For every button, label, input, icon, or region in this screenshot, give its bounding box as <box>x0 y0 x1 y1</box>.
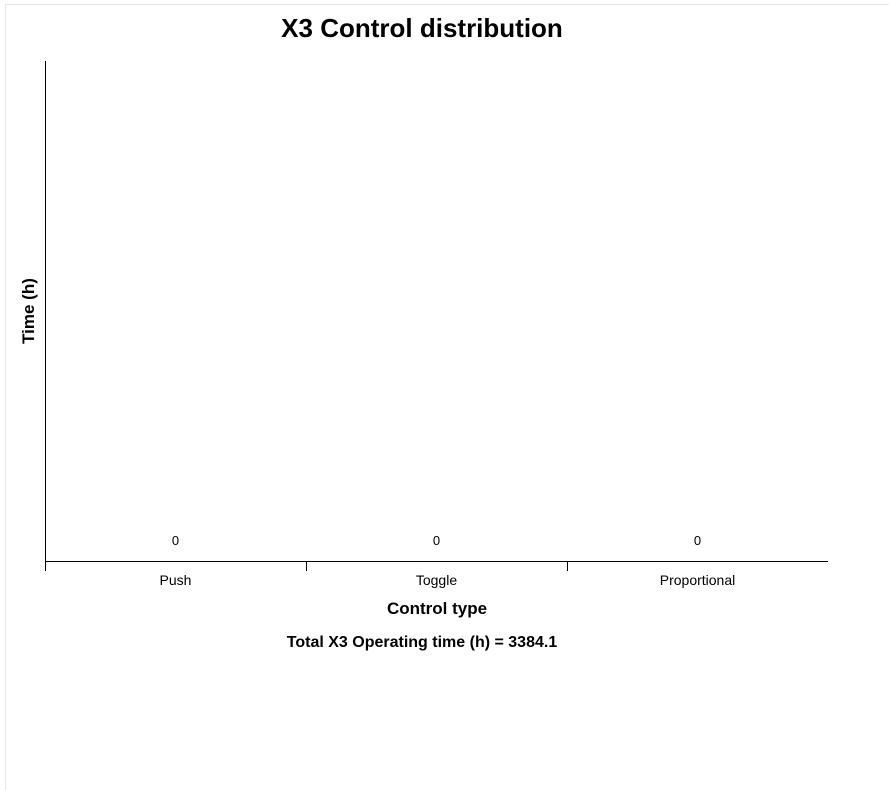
x-axis-ticks <box>45 561 568 571</box>
x-tick-label-proportional: Proportional <box>660 572 736 588</box>
data-label-toggle: 0 <box>433 533 440 548</box>
chart-frame <box>5 4 889 790</box>
y-axis-label: Time (h) <box>19 278 38 344</box>
data-label-proportional: 0 <box>694 533 701 548</box>
data-label-push: 0 <box>172 533 179 548</box>
chart-title: X3 Control distribution <box>281 13 563 43</box>
x-tick-label-push: Push <box>160 572 192 588</box>
total-operating-time: Total X3 Operating time (h) = 3384.1 <box>287 634 558 651</box>
x-axis-label: Control type <box>387 599 487 618</box>
x-tick-label-toggle: Toggle <box>416 572 457 588</box>
x-tick-labels: Push Toggle Proportional <box>160 572 736 588</box>
data-labels: 0 0 0 <box>172 533 701 548</box>
